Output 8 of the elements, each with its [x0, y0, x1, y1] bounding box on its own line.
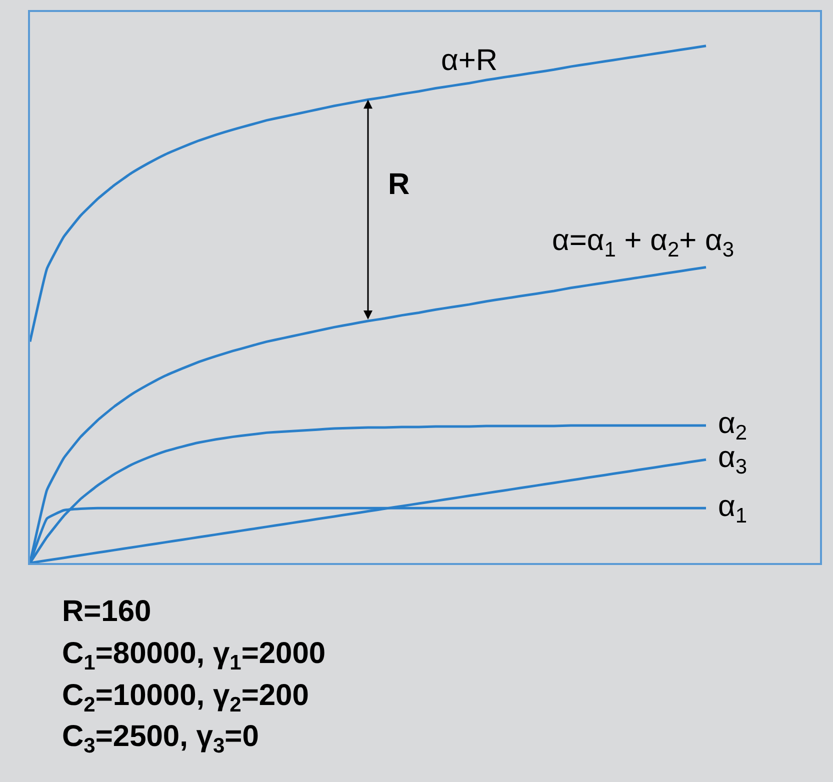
text: C$_{2}$=10000, γ$_{2}$=200 [62, 679, 309, 716]
series-label: α$_{1}$ [718, 490, 748, 528]
series-label: α+R [441, 44, 498, 77]
annotation: R [388, 168, 410, 201]
text: C$_{1}$=80000, γ$_{1}$=2000 [62, 637, 326, 674]
text: C$_{3}$=2500, γ$_{3}$=0 [62, 720, 259, 758]
series-label: α=α$_{1}$ + α$_{2}$+ α$_{3}$ [552, 224, 734, 262]
text: R=160 [62, 595, 152, 628]
